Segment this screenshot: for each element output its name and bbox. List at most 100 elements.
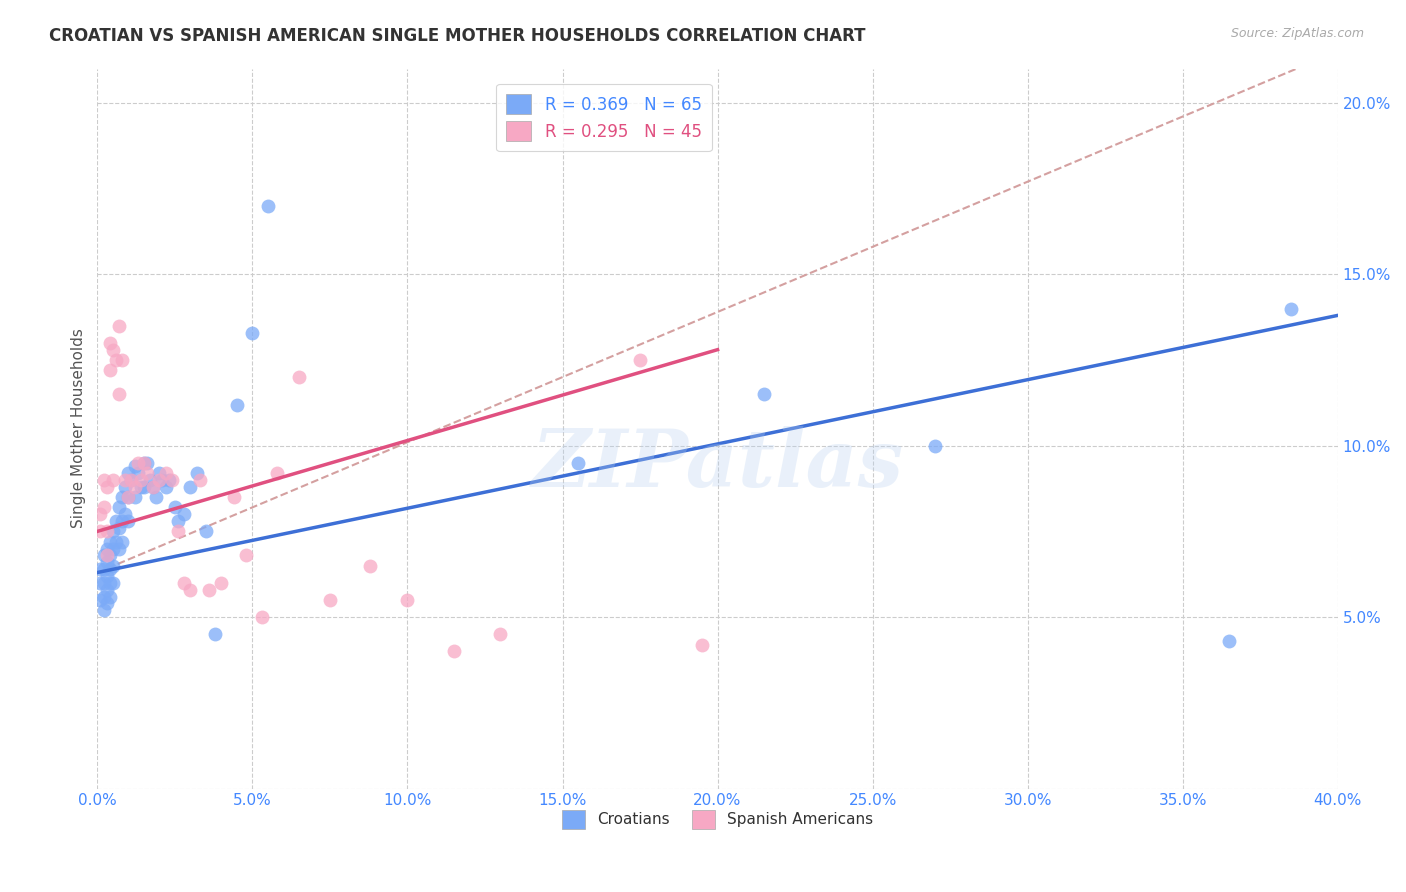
Point bbox=[101, 343, 124, 357]
Point bbox=[98, 562, 121, 576]
Point bbox=[96, 569, 118, 583]
Point bbox=[152, 473, 174, 487]
Point bbox=[108, 500, 131, 515]
Point bbox=[124, 490, 146, 504]
Point bbox=[98, 335, 121, 350]
Point bbox=[225, 398, 247, 412]
Point bbox=[111, 353, 134, 368]
Point bbox=[142, 480, 165, 494]
Point bbox=[108, 541, 131, 556]
Point bbox=[98, 590, 121, 604]
Point bbox=[179, 480, 201, 494]
Point bbox=[752, 387, 775, 401]
Point bbox=[104, 514, 127, 528]
Point bbox=[111, 514, 134, 528]
Point bbox=[93, 562, 115, 576]
Point bbox=[93, 575, 115, 590]
Point bbox=[101, 473, 124, 487]
Point bbox=[173, 575, 195, 590]
Point bbox=[155, 480, 177, 494]
Point bbox=[89, 575, 111, 590]
Point bbox=[924, 439, 946, 453]
Point bbox=[96, 549, 118, 563]
Point bbox=[101, 541, 124, 556]
Point bbox=[108, 318, 131, 333]
Point bbox=[111, 490, 134, 504]
Point bbox=[1279, 301, 1302, 316]
Point bbox=[96, 582, 118, 597]
Point bbox=[235, 549, 257, 563]
Point bbox=[155, 466, 177, 480]
Point bbox=[139, 473, 162, 487]
Point bbox=[198, 582, 221, 597]
Point bbox=[209, 575, 232, 590]
Point bbox=[89, 507, 111, 521]
Point bbox=[359, 558, 381, 573]
Point bbox=[98, 575, 121, 590]
Point bbox=[489, 627, 512, 641]
Point bbox=[89, 562, 111, 576]
Point bbox=[127, 466, 149, 480]
Point bbox=[89, 593, 111, 607]
Point bbox=[173, 507, 195, 521]
Point bbox=[186, 466, 208, 480]
Point bbox=[136, 466, 159, 480]
Point bbox=[194, 524, 217, 539]
Point bbox=[127, 456, 149, 470]
Point bbox=[222, 490, 245, 504]
Point bbox=[117, 490, 139, 504]
Point bbox=[1218, 634, 1240, 648]
Point bbox=[124, 480, 146, 494]
Point bbox=[101, 575, 124, 590]
Point bbox=[242, 326, 264, 340]
Point bbox=[96, 480, 118, 494]
Point bbox=[396, 593, 419, 607]
Point bbox=[117, 514, 139, 528]
Point bbox=[104, 353, 127, 368]
Point bbox=[96, 555, 118, 569]
Point bbox=[179, 582, 201, 597]
Point bbox=[121, 473, 143, 487]
Legend: Croatians, Spanish Americans: Croatians, Spanish Americans bbox=[555, 804, 880, 835]
Text: ZIPatlas: ZIPatlas bbox=[531, 425, 904, 503]
Point bbox=[250, 610, 273, 624]
Point bbox=[121, 473, 143, 487]
Point bbox=[114, 507, 136, 521]
Point bbox=[117, 490, 139, 504]
Point bbox=[96, 524, 118, 539]
Point bbox=[129, 480, 152, 494]
Point bbox=[628, 353, 651, 368]
Point bbox=[114, 480, 136, 494]
Point bbox=[148, 466, 170, 480]
Point bbox=[101, 524, 124, 539]
Point bbox=[104, 534, 127, 549]
Point bbox=[108, 521, 131, 535]
Point bbox=[319, 593, 342, 607]
Point bbox=[167, 514, 190, 528]
Point bbox=[96, 596, 118, 610]
Text: CROATIAN VS SPANISH AMERICAN SINGLE MOTHER HOUSEHOLDS CORRELATION CHART: CROATIAN VS SPANISH AMERICAN SINGLE MOTH… bbox=[49, 27, 866, 45]
Point bbox=[690, 638, 713, 652]
Point bbox=[257, 199, 280, 213]
Point bbox=[89, 524, 111, 539]
Point bbox=[108, 387, 131, 401]
Point bbox=[93, 603, 115, 617]
Point bbox=[129, 473, 152, 487]
Point bbox=[204, 627, 226, 641]
Point bbox=[117, 466, 139, 480]
Point bbox=[114, 473, 136, 487]
Point bbox=[145, 490, 167, 504]
Point bbox=[93, 590, 115, 604]
Point bbox=[148, 473, 170, 487]
Point bbox=[93, 473, 115, 487]
Point bbox=[132, 456, 155, 470]
Text: Source: ZipAtlas.com: Source: ZipAtlas.com bbox=[1230, 27, 1364, 40]
Point bbox=[101, 558, 124, 573]
Point bbox=[124, 459, 146, 474]
Point bbox=[160, 473, 183, 487]
Point bbox=[288, 370, 311, 384]
Point bbox=[188, 473, 211, 487]
Point bbox=[142, 480, 165, 494]
Point bbox=[98, 534, 121, 549]
Point bbox=[98, 363, 121, 377]
